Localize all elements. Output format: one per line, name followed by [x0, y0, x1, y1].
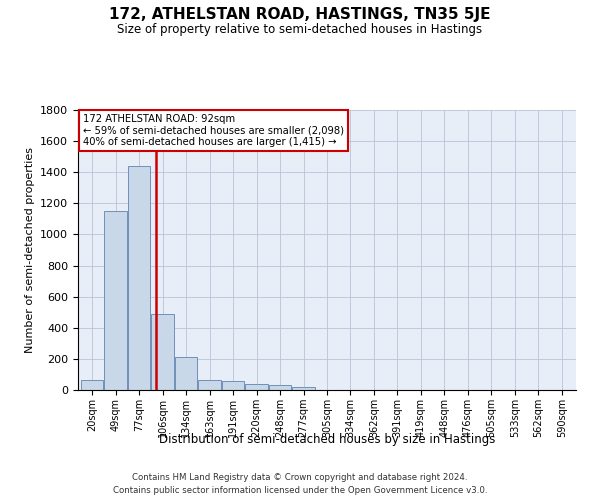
Bar [151, 314, 174, 390]
Bar [222, 382, 244, 390]
Bar [128, 166, 150, 390]
Y-axis label: Number of semi-detached properties: Number of semi-detached properties [25, 147, 35, 353]
Bar [81, 380, 103, 390]
Bar [175, 358, 197, 390]
Text: Contains HM Land Registry data © Crown copyright and database right 2024.
Contai: Contains HM Land Registry data © Crown c… [113, 474, 487, 495]
Bar [245, 384, 268, 390]
Text: 172 ATHELSTAN ROAD: 92sqm
← 59% of semi-detached houses are smaller (2,098)
40% : 172 ATHELSTAN ROAD: 92sqm ← 59% of semi-… [83, 114, 344, 148]
Text: Size of property relative to semi-detached houses in Hastings: Size of property relative to semi-detach… [118, 22, 482, 36]
Bar [199, 380, 221, 390]
Text: 172, ATHELSTAN ROAD, HASTINGS, TN35 5JE: 172, ATHELSTAN ROAD, HASTINGS, TN35 5JE [109, 8, 491, 22]
Bar [269, 386, 291, 390]
Text: Distribution of semi-detached houses by size in Hastings: Distribution of semi-detached houses by … [159, 432, 495, 446]
Bar [104, 211, 127, 390]
Bar [292, 387, 314, 390]
